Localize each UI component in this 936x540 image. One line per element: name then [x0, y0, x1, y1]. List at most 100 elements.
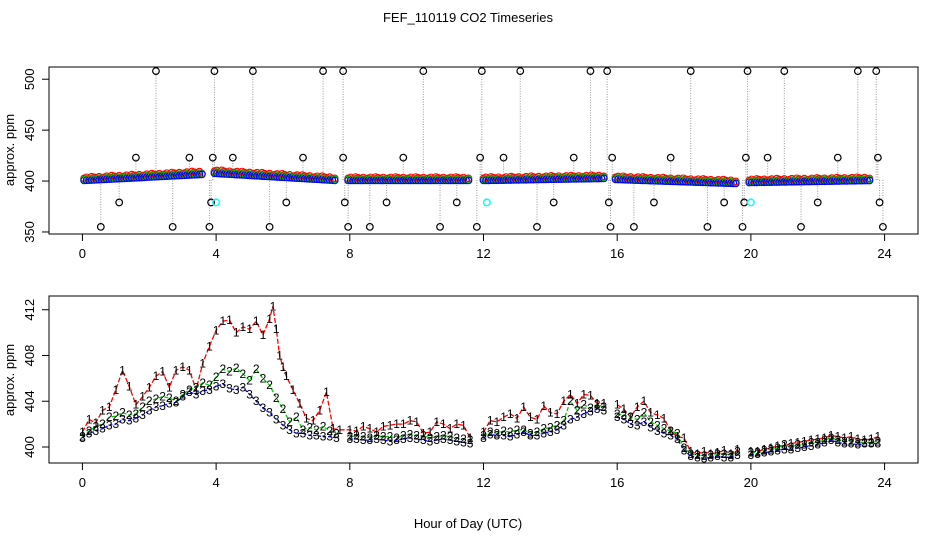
bottom-y-tick-label: 412	[22, 299, 37, 321]
series-2-point: 2	[206, 378, 213, 392]
series-3-point: 3	[453, 434, 460, 448]
bottom-x-tick-label: 8	[346, 475, 353, 490]
series-3-point: 3	[794, 441, 801, 455]
series-3-point: 3	[126, 414, 133, 428]
series-1-point: 1	[296, 397, 303, 411]
series-3-point: 3	[213, 379, 220, 393]
series-1-point: 1	[400, 417, 407, 431]
top-y-tick-label: 400	[22, 170, 37, 192]
series-1-point: 1	[647, 406, 654, 420]
series-1-point: 1	[788, 437, 795, 451]
series-3-point: 3	[306, 429, 313, 443]
spike-point	[738, 222, 747, 231]
outlier-point	[746, 198, 755, 207]
series-1-point: 1	[283, 369, 290, 383]
series-2-point: 2	[734, 445, 741, 459]
series-1-point: 1	[808, 433, 815, 447]
series-2-point: 2	[113, 409, 120, 423]
series-1-point: 1	[380, 419, 387, 433]
series-1-point: 1	[240, 320, 247, 334]
spike-point	[96, 222, 105, 231]
top-x-tick-label: 20	[744, 246, 758, 261]
series-2-point: 2	[768, 442, 775, 456]
series-2-point: 2	[674, 426, 681, 440]
series-1-point: 1	[260, 328, 267, 342]
series-2-point: 2	[828, 431, 835, 445]
series-1-point: 1	[346, 423, 353, 437]
spike-point	[606, 222, 615, 231]
spike-point	[399, 153, 408, 162]
spike-point	[477, 67, 486, 75]
series-3-point: 3	[500, 429, 507, 443]
series-1-point: 1	[574, 397, 581, 411]
series-3-point: 3	[153, 400, 160, 414]
series-2-point: 2	[514, 423, 521, 437]
spike-point	[282, 198, 291, 207]
series-1-point: 1	[387, 418, 394, 432]
series-1-point: 1	[587, 389, 594, 403]
series-3-point: 3	[206, 383, 213, 397]
series-1-point: 1	[814, 432, 821, 446]
series-2-point: 2	[199, 376, 206, 390]
top-x-tick-label: 0	[79, 246, 86, 261]
series-3-point: 3	[353, 432, 360, 446]
series-3-point: 3	[86, 426, 93, 440]
series-2-point: 2	[280, 402, 287, 416]
series-1-point: 1	[701, 445, 708, 459]
series-2-point: 2	[119, 406, 126, 420]
series-2-point: 2	[99, 417, 106, 431]
series-1-point: 1	[721, 443, 728, 457]
series-2-point: 2	[748, 446, 755, 460]
series-3-point: 3	[560, 418, 567, 432]
series-2-point: 2	[260, 371, 267, 385]
series-2-point: 2	[721, 447, 728, 461]
bottom-x-tick-label: 16	[610, 475, 624, 490]
series-3-point: 3	[407, 431, 414, 445]
series-2-point: 2	[540, 422, 547, 436]
series-3-point: 3	[260, 401, 267, 415]
series-2-point: 2	[333, 426, 340, 440]
series-3-point: 3	[821, 435, 828, 449]
spike-point	[152, 67, 160, 75]
series-3-point: 3	[380, 433, 387, 447]
spike-point	[741, 153, 750, 162]
bottom-y-axis-label: approx. ppm	[2, 344, 17, 416]
series-2-point: 2	[240, 367, 247, 381]
series-1-point: 1	[554, 407, 561, 421]
series-3-point: 3	[567, 413, 574, 427]
series-1-point: 1	[139, 390, 146, 404]
series-2-point: 2	[794, 438, 801, 452]
series-2-point: 2	[834, 433, 841, 447]
series-2-point: 2	[460, 432, 467, 446]
series-3-point: 3	[393, 433, 400, 447]
series-3-point: 3	[854, 438, 861, 452]
series-2-point: 2	[547, 421, 554, 435]
spike-point	[743, 67, 752, 75]
top-x-tick-label: 12	[476, 246, 490, 261]
series-3-point: 3	[219, 377, 226, 391]
series-1-point: 1	[99, 403, 106, 417]
series-3-point: 3	[413, 432, 420, 446]
series-3-point: 3	[186, 385, 193, 399]
series-3-point: 3	[440, 432, 447, 446]
series-2-point: 2	[213, 370, 220, 384]
series-3-point: 3	[520, 425, 527, 439]
series-1-point: 1	[353, 424, 360, 438]
series-1-point: 1	[494, 415, 501, 429]
series-3-point: 3	[687, 449, 694, 463]
series-1-point: 1	[270, 299, 277, 313]
series-1-point: 1	[206, 339, 213, 353]
top-y-tick-label: 450	[22, 119, 37, 141]
series-2-point: 2	[875, 434, 882, 448]
series-3-point: 3	[253, 394, 260, 408]
series-2-point: 2	[226, 364, 233, 378]
series-1-point: 1	[875, 430, 882, 444]
series-1-point: 1	[146, 381, 153, 395]
series-3-line	[82, 383, 878, 460]
series-2-point: 2	[173, 394, 180, 408]
series-1-point: 1	[634, 400, 641, 414]
series-1-point: 1	[113, 383, 120, 397]
bottom-x-tick-label: 0	[79, 475, 86, 490]
series-2-point: 2	[861, 435, 868, 449]
series-1-point: 1	[79, 425, 86, 439]
